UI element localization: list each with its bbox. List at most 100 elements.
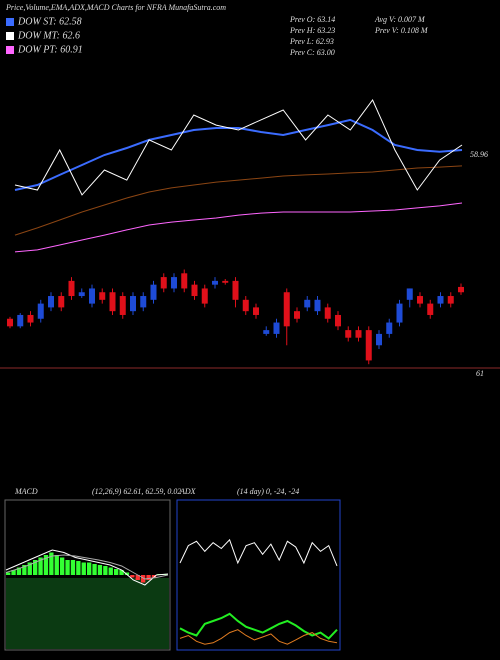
macd-bar xyxy=(124,572,130,575)
price-label: 58.96 xyxy=(470,150,488,159)
macd-bar xyxy=(16,567,22,575)
candle-body xyxy=(27,314,34,323)
macd-bar xyxy=(81,562,86,575)
candle-body xyxy=(458,286,464,293)
legend-swatch xyxy=(6,18,14,26)
candle-body xyxy=(253,307,259,315)
candle-body xyxy=(37,303,44,319)
panel-subtitle: (12,26,9) 62.61, 62.59, 0.02 xyxy=(92,487,181,496)
line xyxy=(14,202,463,253)
candle-body xyxy=(17,314,24,327)
candle-body xyxy=(283,292,290,327)
panel-title: ADX xyxy=(179,487,197,496)
candle-body xyxy=(212,280,218,285)
candle-body xyxy=(273,322,280,334)
candle-body xyxy=(171,277,177,289)
stat: Prev O: 63.14 xyxy=(289,15,335,24)
panel-title: MACD xyxy=(14,487,38,496)
macd-bar xyxy=(70,560,76,575)
macd-bar xyxy=(43,555,49,575)
candle-body xyxy=(386,322,393,334)
panel-subtitle: (14 day) 0, -24, -24 xyxy=(237,487,299,496)
candle-body xyxy=(335,314,341,327)
macd-bar xyxy=(146,575,151,580)
line xyxy=(5,554,169,580)
candle-body xyxy=(160,277,167,289)
title: Price,Volume,EMA,ADX,MACD Charts for NFR… xyxy=(5,3,226,12)
line xyxy=(179,629,338,645)
macd-bar xyxy=(119,570,124,575)
macd-lower-fill xyxy=(6,578,169,649)
macd-bar xyxy=(65,560,70,575)
legend-label: DOW MT: 62.6 xyxy=(17,30,80,41)
candle-body xyxy=(181,273,188,289)
candle-body xyxy=(222,280,229,283)
candle-body xyxy=(417,296,423,304)
candle-body xyxy=(78,292,85,297)
candle-body xyxy=(7,318,13,327)
macd-bar xyxy=(87,562,92,575)
macd-bar xyxy=(22,565,27,575)
candle-body xyxy=(242,299,249,312)
candle-body xyxy=(191,284,198,297)
candle-body xyxy=(345,330,352,338)
stat: Prev V: 0.108 M xyxy=(374,26,429,35)
macd-bar xyxy=(11,570,16,575)
macd-bar xyxy=(108,567,113,575)
candle-body xyxy=(294,311,300,319)
candle-body xyxy=(58,296,65,308)
candle-body xyxy=(232,280,239,300)
candle-body xyxy=(201,288,208,304)
macd-bar xyxy=(114,569,119,575)
candle-body xyxy=(365,330,372,361)
macd-bar xyxy=(33,560,38,575)
candle-body xyxy=(437,296,444,304)
stat: Avg V: 0.007 M xyxy=(374,15,426,24)
macd-bar xyxy=(49,552,54,575)
macd-bar xyxy=(76,561,81,575)
legend-swatch xyxy=(6,32,14,40)
candle-body xyxy=(314,299,321,312)
legend-label: DOW PT: 60.91 xyxy=(17,44,83,55)
candle-body xyxy=(427,303,434,315)
candle-body xyxy=(304,299,311,308)
candle-body xyxy=(109,292,116,312)
macd-bar xyxy=(38,557,43,575)
legend-label: DOW ST: 62.58 xyxy=(17,16,82,27)
candle-body xyxy=(68,280,75,297)
macd-bar xyxy=(141,575,146,583)
macd-bar xyxy=(6,572,11,575)
candle-body xyxy=(324,307,331,319)
macd-bar xyxy=(97,565,103,575)
legend-swatch xyxy=(6,46,14,54)
macd-bar xyxy=(54,555,59,575)
stat: Prev C: 63.00 xyxy=(289,48,335,57)
macd-bar xyxy=(103,566,108,575)
candle-body xyxy=(396,303,403,323)
macd-bar xyxy=(60,557,65,575)
line xyxy=(179,612,338,640)
candle-body xyxy=(48,296,54,308)
stat: Prev H: 63.23 xyxy=(289,26,335,35)
candle-body xyxy=(140,296,147,308)
axis-label: 61 xyxy=(476,369,484,378)
line xyxy=(179,538,338,567)
line xyxy=(14,118,463,191)
candle-body xyxy=(99,292,106,300)
candle-body xyxy=(150,284,157,300)
line xyxy=(5,549,169,586)
macd-bar xyxy=(135,575,140,580)
candle-body xyxy=(89,288,95,304)
line xyxy=(14,99,463,196)
macd-bar xyxy=(27,562,32,575)
stat: Prev L: 62.93 xyxy=(289,37,334,46)
candle-body xyxy=(119,296,126,315)
macd-bar xyxy=(130,575,135,578)
candle-body xyxy=(376,333,382,346)
candle-body xyxy=(447,296,454,304)
candle-body xyxy=(130,296,136,312)
macd-bar xyxy=(151,575,157,578)
candle-body xyxy=(406,288,413,300)
macd-bar xyxy=(92,564,97,575)
